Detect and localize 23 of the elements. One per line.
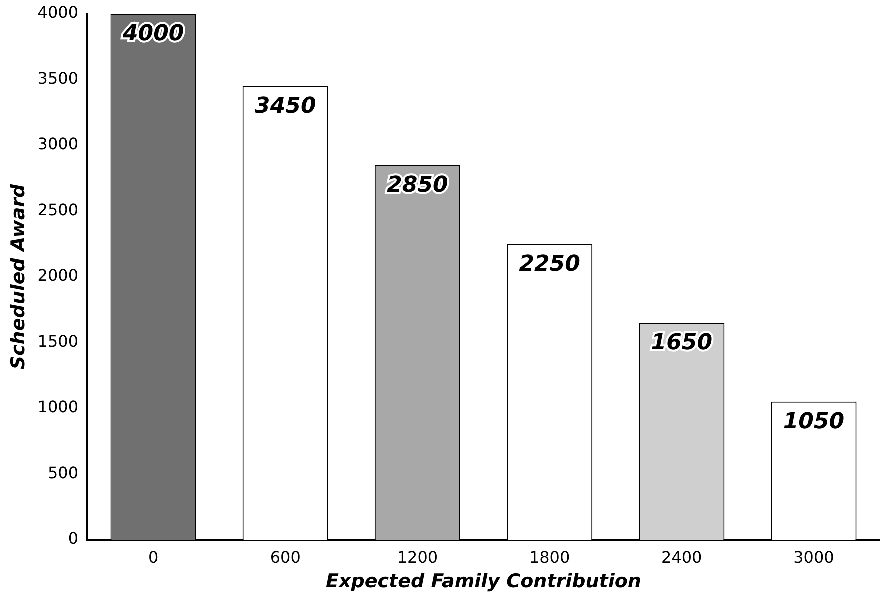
- x-tick-label: 600: [270, 548, 301, 567]
- data-label: 3450: [255, 94, 316, 120]
- y-axis-title: Scheduled Award: [7, 184, 30, 370]
- x-axis-title: Expected Family Contribution: [326, 570, 642, 593]
- y-tick-label: 1500: [38, 332, 79, 351]
- x-tick-label: 3000: [794, 548, 834, 567]
- y-tick-label: 0: [68, 529, 79, 548]
- y-tick-label: 1000: [38, 398, 79, 417]
- data-label: 1050: [783, 410, 845, 435]
- y-tick-label: 2500: [38, 200, 79, 220]
- x-tick-label: 1800: [529, 548, 570, 567]
- data-label: 4000: [122, 22, 184, 47]
- y-tick-label: 4000: [38, 3, 79, 22]
- data-label: 2850: [387, 172, 448, 198]
- data-label: 2250: [519, 252, 580, 277]
- y-tick-label: 3000: [38, 134, 79, 154]
- y-tick-label: 2000: [38, 266, 79, 286]
- x-tick-label: 0: [148, 548, 159, 567]
- data-label: 1650: [651, 330, 712, 356]
- y-tick-label: 500: [48, 463, 79, 482]
- x-tick-label: 1200: [397, 548, 438, 567]
- x-tick-label: 2400: [662, 548, 702, 567]
- y-tick-label: 3500: [38, 68, 79, 88]
